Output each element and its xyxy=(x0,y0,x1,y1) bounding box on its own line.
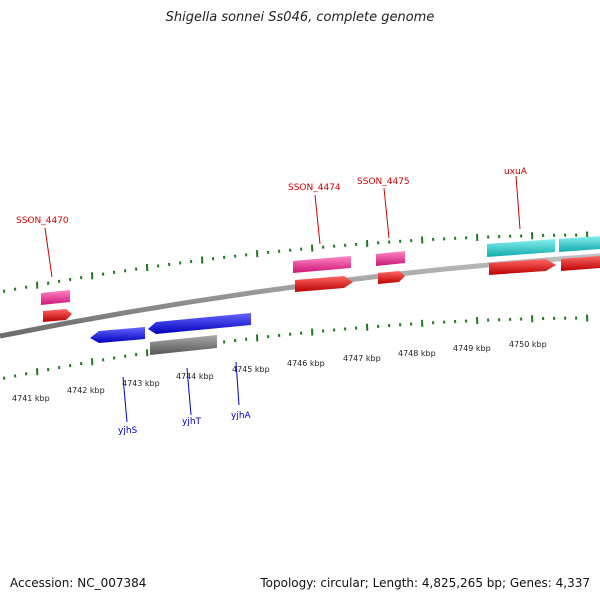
outer-tick-row xyxy=(3,231,589,293)
gene-label-sson-4475: SSON_4475 xyxy=(357,177,410,187)
inner-tick-row xyxy=(3,314,589,380)
forward-strand-genes xyxy=(41,236,600,322)
forward-label-lines xyxy=(44,175,521,278)
scale-label: 4742 kbp xyxy=(67,386,105,395)
accession-text: Accession: NC_007384 xyxy=(10,576,147,590)
scale-labels: 4741 kbp 4742 kbp 4743 kbp 4744 kbp 4745… xyxy=(12,340,547,403)
scale-label: 4743 kbp xyxy=(122,379,160,388)
gene-block-sson-4474[interactable] xyxy=(293,256,353,292)
gene-label-yjht: yjhT xyxy=(182,417,202,427)
scale-label: 4741 kbp xyxy=(12,394,50,403)
scale-label: 4748 kbp xyxy=(398,349,436,358)
topology-summary: Topology: circular; Length: 4,825,265 bp… xyxy=(260,576,590,590)
gene-block-yjhs[interactable] xyxy=(90,327,145,343)
scale-label: 4747 kbp xyxy=(343,354,381,363)
gene-block-sson-4470[interactable] xyxy=(41,290,72,322)
gene-block-sson-4475[interactable] xyxy=(376,251,405,284)
gene-label-yjhs: yjhS xyxy=(118,426,138,436)
gene-label-yjha: yjhA xyxy=(231,411,252,421)
scale-label: 4750 kbp xyxy=(509,340,547,349)
scale-label: 4746 kbp xyxy=(287,359,325,368)
reverse-label-lines xyxy=(122,361,240,423)
map-title: Shigella sonnei Ss046, complete genome xyxy=(165,10,435,25)
gene-label-sson-4470: SSON_4470 xyxy=(16,216,69,226)
scale-label: 4749 kbp xyxy=(453,344,491,353)
gene-block-yjht[interactable] xyxy=(148,313,251,355)
scale-label: 4745 kbp xyxy=(232,365,270,374)
gene-block-uxua[interactable] xyxy=(487,236,600,275)
scale-label: 4744 kbp xyxy=(176,372,214,381)
gene-label-uxua: uxuA xyxy=(504,167,528,177)
reverse-strand-genes xyxy=(90,313,251,355)
gene-label-sson-4474: SSON_4474 xyxy=(288,183,341,193)
